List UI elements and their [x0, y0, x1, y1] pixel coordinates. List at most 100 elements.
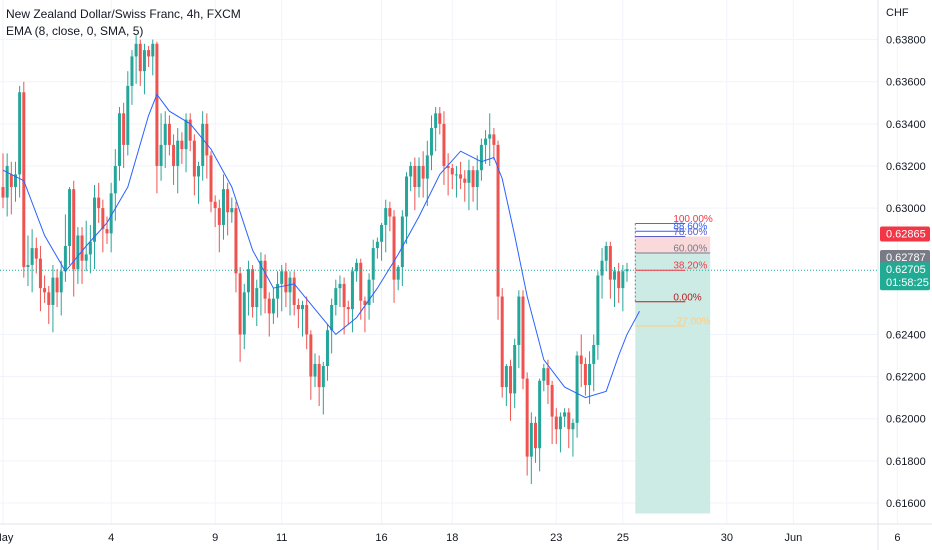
time-tick-label: 16	[375, 532, 387, 544]
price-tag-label: 0.62705	[886, 264, 926, 276]
candle-up	[242, 292, 246, 335]
candle-up	[5, 165, 9, 198]
candle-up	[130, 56, 134, 86]
candle-up	[400, 216, 404, 268]
candle-up	[255, 288, 259, 308]
candle-down	[296, 304, 300, 310]
candle-up	[434, 113, 438, 129]
candle-up	[325, 330, 329, 367]
candle-up	[142, 50, 146, 72]
time-tick-label: 25	[617, 532, 629, 544]
candle-up	[134, 43, 138, 57]
candle-up	[371, 248, 375, 280]
candle-down	[421, 165, 425, 179]
candle-up	[604, 245, 608, 261]
symbol-title: New Zealand Dollar/Swiss Franc, 4h, FXCM	[6, 7, 241, 21]
candle-down	[167, 123, 171, 145]
candle-up	[321, 366, 325, 388]
candles	[1, 35, 629, 484]
candle-up	[396, 267, 400, 280]
candle-down	[346, 307, 350, 310]
candle-down	[525, 378, 529, 457]
candle-down	[496, 144, 500, 297]
candle-down	[213, 201, 217, 209]
candle-down	[463, 178, 467, 183]
candle-up	[246, 269, 250, 293]
candle-up	[571, 422, 575, 430]
fib-level-label: 88.60%	[673, 222, 707, 233]
candle-up	[409, 165, 413, 177]
candle-down	[138, 43, 142, 72]
candle-up	[280, 271, 284, 284]
candle-up	[563, 412, 567, 417]
candle-up	[405, 176, 409, 217]
candle-up	[334, 288, 338, 305]
candle-up	[454, 174, 458, 176]
candle-up	[30, 248, 34, 265]
take-profit-zone[interactable]	[635, 252, 711, 514]
candle-down	[509, 366, 513, 394]
candle-up	[375, 241, 379, 249]
currency-label: CHF	[886, 7, 909, 19]
candle-down	[72, 189, 76, 270]
candle-up	[88, 241, 92, 255]
candle-down	[284, 271, 288, 293]
candle-up	[59, 271, 63, 293]
candle-up	[355, 262, 359, 272]
candle-up	[529, 422, 533, 457]
candle-down	[492, 134, 496, 145]
candle-up	[84, 254, 88, 261]
price-tag-label: 0.62787	[886, 252, 926, 264]
stop-loss-zone[interactable]	[635, 236, 711, 253]
candle-up	[184, 119, 188, 150]
candle-up	[271, 298, 275, 314]
price-tick-label: 0.62400	[886, 329, 926, 341]
candle-up	[380, 224, 384, 242]
candle-up	[338, 283, 342, 289]
candle-up	[163, 123, 167, 145]
candle-down	[122, 113, 126, 145]
fib-level-label: 0.00%	[673, 292, 701, 303]
price-axis[interactable]: CHF 0.63800 0.63600 0.63400 0.63200 0.63000 0…	[886, 7, 926, 510]
candle-down	[209, 155, 213, 202]
fib-level-label: -27.00%	[673, 317, 710, 328]
candle-down	[22, 92, 26, 268]
candle-up	[26, 264, 30, 268]
candle-up	[488, 134, 492, 139]
candle-up	[613, 271, 617, 280]
candle-down	[97, 197, 101, 209]
candle-down	[34, 248, 38, 259]
candle-up	[18, 92, 22, 175]
price-tick-label: 0.63400	[886, 119, 926, 131]
candle-down	[363, 300, 367, 305]
candle-up	[513, 344, 517, 394]
ema-line	[0, 93, 878, 399]
candle-up	[517, 296, 521, 345]
candle-down	[234, 208, 238, 274]
fib-level-label: 100.00%	[673, 214, 713, 225]
time-tick-label: 6	[894, 532, 900, 544]
candle-down	[43, 288, 47, 293]
candle-down	[80, 235, 84, 261]
candle-down	[55, 277, 59, 293]
time-tick-label: 9	[212, 532, 218, 544]
indicator-label: EMA (8, close, 0, SMA, 5)	[6, 24, 144, 38]
candle-up	[51, 277, 55, 305]
candle-down	[342, 283, 346, 308]
position-zones[interactable]	[635, 236, 711, 514]
candle-down	[1, 187, 5, 198]
candle-down	[388, 208, 392, 217]
candle-up	[621, 271, 625, 289]
countdown-label: 01:58:25	[886, 277, 929, 289]
fib-retracement[interactable]: 100.00%88.60%78.60% 60.00% 38.20% 0.00% -27.…	[634, 214, 713, 328]
candle-down	[567, 412, 571, 430]
candle-up	[558, 416, 562, 430]
candle-down	[459, 174, 463, 179]
candle-up	[313, 363, 317, 377]
candle-down	[188, 119, 192, 141]
candle-up	[113, 165, 117, 194]
